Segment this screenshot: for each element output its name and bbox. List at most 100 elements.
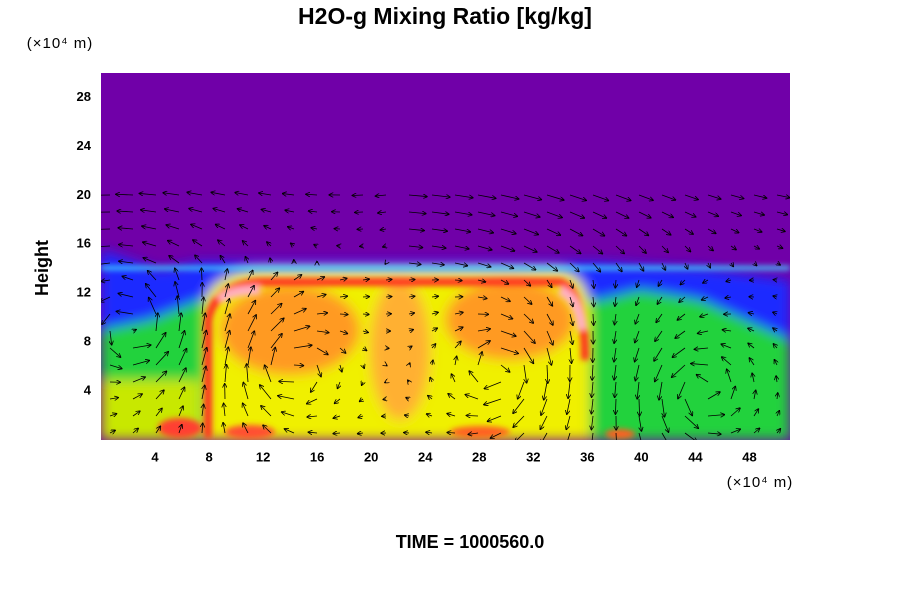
vector-arrow bbox=[408, 313, 414, 314]
vector-arrow bbox=[293, 275, 301, 281]
vector-arrow bbox=[675, 330, 686, 338]
vector-arrow bbox=[109, 430, 115, 433]
vector-arrow bbox=[638, 228, 648, 235]
vector-arrow bbox=[614, 364, 616, 380]
vector-arrow bbox=[672, 364, 686, 377]
vector-arrow bbox=[339, 296, 347, 297]
vector-arrow bbox=[654, 347, 663, 361]
vector-arrow bbox=[615, 228, 626, 236]
vector-arrow bbox=[639, 398, 640, 416]
vector-arrow bbox=[540, 415, 548, 429]
vector-arrow bbox=[408, 229, 424, 231]
vector-arrow bbox=[191, 224, 203, 230]
vector-arrow bbox=[245, 257, 248, 264]
vector-arrow bbox=[614, 313, 616, 325]
vector-arrow bbox=[466, 415, 479, 416]
vector-arrow bbox=[684, 432, 697, 440]
vector-arrow bbox=[615, 279, 616, 288]
vector-arrow bbox=[358, 416, 364, 417]
vector-arrow bbox=[454, 280, 462, 281]
vector-arrow bbox=[500, 228, 516, 234]
vector-arrow bbox=[730, 228, 739, 233]
vector-arrow bbox=[143, 258, 157, 264]
vector-arrow bbox=[570, 330, 573, 344]
vector-arrow bbox=[193, 240, 203, 247]
vector-arrow bbox=[523, 330, 535, 343]
vector-arrow bbox=[243, 423, 249, 434]
vector-arrow bbox=[376, 195, 387, 196]
vector-arrow bbox=[427, 414, 433, 416]
vector-arrow bbox=[591, 415, 593, 429]
vector-arrow bbox=[293, 345, 312, 349]
vector-arrow bbox=[730, 194, 744, 199]
vector-arrow bbox=[615, 398, 616, 414]
vector-arrow bbox=[776, 376, 777, 383]
vector-arrow bbox=[661, 211, 673, 217]
vector-arrow bbox=[307, 398, 318, 404]
vector-arrow bbox=[753, 212, 764, 215]
vector-arrow bbox=[662, 398, 664, 417]
field-orange bbox=[370, 280, 430, 420]
vector-arrow bbox=[707, 194, 721, 199]
vector-arrow bbox=[523, 313, 533, 323]
vector-arrow bbox=[386, 365, 387, 366]
vector-arrow bbox=[655, 330, 663, 341]
vector-arrow bbox=[477, 262, 491, 267]
vector-arrow bbox=[698, 331, 709, 333]
vector-arrow bbox=[700, 314, 709, 317]
vector-arrow bbox=[615, 211, 629, 218]
vector-arrow bbox=[178, 349, 186, 366]
vector-arrow bbox=[243, 403, 249, 417]
vector-arrow bbox=[592, 228, 604, 236]
vector-arrow bbox=[707, 415, 724, 416]
vector-arrow bbox=[566, 415, 571, 429]
vector-arrow bbox=[175, 268, 180, 281]
vector-arrow bbox=[694, 348, 709, 349]
vector-arrow bbox=[265, 365, 272, 383]
vector-arrow bbox=[776, 212, 787, 215]
vector-arrow bbox=[777, 411, 779, 417]
vector-arrow bbox=[702, 297, 709, 300]
vector-arrow bbox=[730, 429, 740, 434]
vector-arrow bbox=[101, 262, 111, 265]
vector-arrow bbox=[247, 301, 255, 315]
vector-arrow bbox=[661, 432, 667, 440]
vector-arrow bbox=[220, 256, 226, 264]
vector-arrow bbox=[240, 225, 249, 230]
vector-arrow bbox=[247, 315, 256, 332]
vector-arrow bbox=[133, 330, 136, 331]
vector-arrow bbox=[116, 311, 134, 315]
vector-arrow bbox=[677, 313, 686, 320]
vector-arrow bbox=[637, 279, 639, 287]
vector-arrow bbox=[293, 326, 310, 332]
vector-arrow bbox=[454, 341, 461, 349]
vector-arrow bbox=[383, 246, 386, 247]
vector-arrow bbox=[591, 432, 594, 440]
vector-arrow bbox=[431, 263, 444, 265]
vector-arrow bbox=[243, 383, 249, 400]
vector-arrow bbox=[661, 245, 668, 252]
vector-arrow bbox=[707, 228, 716, 233]
x-tick-label: 4 bbox=[151, 449, 159, 464]
vector-arrow bbox=[431, 195, 450, 197]
vector-arrow bbox=[109, 364, 122, 369]
vector-arrow bbox=[546, 330, 553, 345]
vector-arrow bbox=[451, 374, 456, 383]
vector-arrow bbox=[428, 396, 432, 399]
vector-arrow bbox=[259, 193, 272, 195]
vector-arrow bbox=[500, 194, 519, 199]
vector-field bbox=[101, 192, 790, 440]
vector-arrow bbox=[432, 344, 436, 348]
vector-arrow bbox=[541, 432, 548, 440]
vector-arrow bbox=[661, 415, 669, 432]
vector-arrow bbox=[592, 194, 608, 201]
vector-arrow bbox=[592, 211, 606, 218]
vector-arrow bbox=[243, 241, 249, 247]
vector-arrow bbox=[748, 343, 755, 349]
vector-arrow bbox=[409, 330, 413, 331]
vector-arrow bbox=[307, 416, 318, 417]
vector-arrow bbox=[169, 256, 180, 264]
vector-arrow bbox=[680, 279, 686, 285]
vector-arrow bbox=[465, 395, 479, 400]
x-tick-label: 12 bbox=[256, 449, 270, 464]
